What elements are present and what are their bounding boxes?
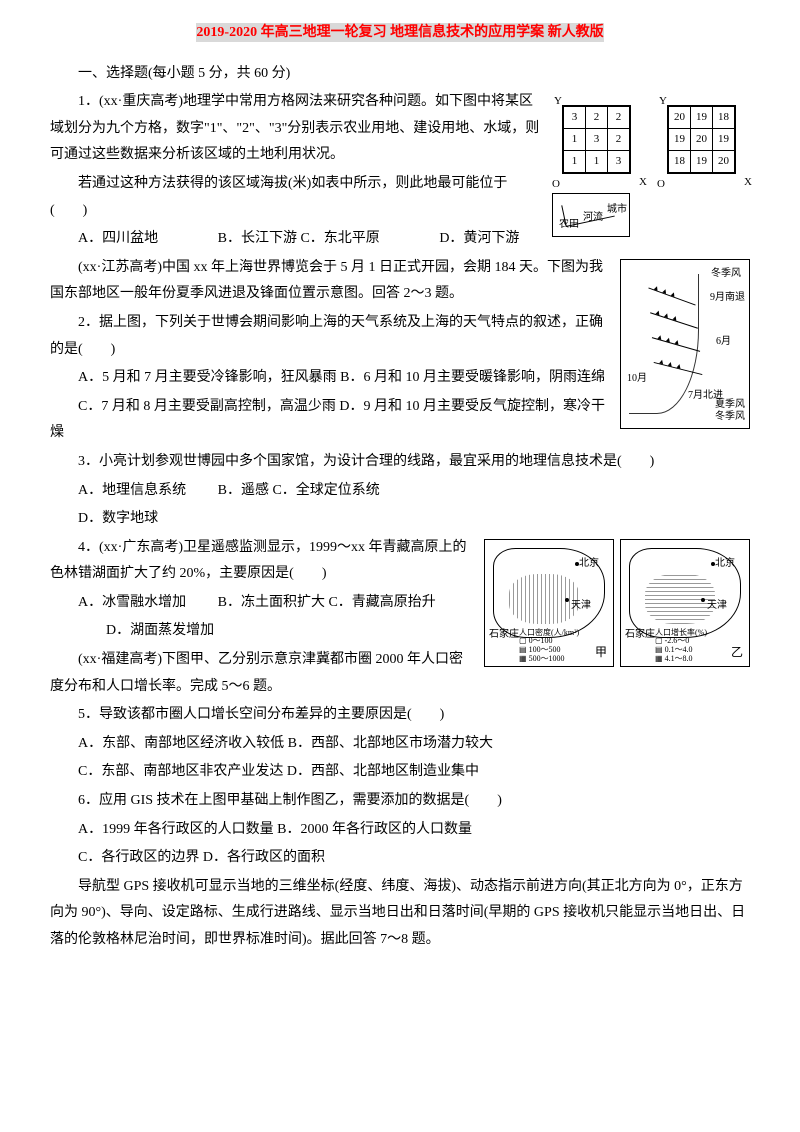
axis-x: X <box>639 172 647 193</box>
axis-o2: O <box>657 174 665 195</box>
axis-o: O <box>552 174 560 195</box>
q1-mini-map: 农田 城市 河流 <box>552 193 630 237</box>
q6-stem: 6．应用 GIS 技术在上图甲基础上制作图乙，需要添加的数据是( ) <box>50 788 750 815</box>
page-title: 2019-2020 年高三地理一轮复习 地理信息技术的应用学案 新人教版 <box>196 23 603 42</box>
q1-grid-left: 322 132 113 <box>562 105 631 174</box>
q6-opt-ab: A．1999 年各行政区的人口数量 B．2000 年各行政区的人口数量 <box>50 817 750 844</box>
section-heading: 一、选择题(每小题 5 分，共 60 分) <box>50 61 750 88</box>
q1-opt-a: A．四川盆地 <box>78 231 158 246</box>
q3-stem: 3．小亮计划参观世博园中多个国家馆，为设计合理的线路，最宜采用的地理信息技术是(… <box>50 449 750 476</box>
q6-opt-cd: C．各行政区的边界 D．各行政区的面积 <box>50 845 750 872</box>
q1-opt-d: D．黄河下游 <box>439 231 519 246</box>
axis-x2: X <box>744 172 752 193</box>
q1-figure: Y O X 322 132 113 农田 城市 河流 Y O <box>552 93 750 237</box>
q1-opt-b: B．长江下游 <box>218 231 297 246</box>
q56-maps: 北京 天津 石家庄 人口密度(人/km²) ▢ 0～100 ▤ 100～500 … <box>484 539 750 667</box>
q3-opt-d: D．数字地球 <box>50 506 750 533</box>
q3-opt-abc: A．地理信息系统 B．遥感 C．全球定位系统 <box>50 478 750 505</box>
q1-grid-right: 201918 192019 181920 <box>667 105 736 174</box>
q2-monsoon-map: 冬季风 9月南退 6月 7月北进 10月 夏季风 冬季风 <box>620 259 750 429</box>
q5-opt-cd: C．东部、南部地区非农产业发达 D．西部、北部地区制造业集中 <box>50 759 750 786</box>
q7-intro: 导航型 GPS 接收机可显示当地的三维坐标(经度、纬度、海拔)、动态指示前进方向… <box>50 874 750 954</box>
q5-opt-ab: A．东部、南部地区经济收入较低 B．西部、北部地区市场潜力较大 <box>50 731 750 758</box>
map-yi: 北京 天津 石家庄 人口增长率(%) ▢ -2.6～0 ▤ 0.1～4.0 ▦ … <box>620 539 750 667</box>
axis-y2: Y <box>659 91 667 112</box>
q5-stem: 5．导致该都市圈人口增长空间分布差异的主要原因是( ) <box>50 702 750 729</box>
axis-y: Y <box>554 91 562 112</box>
map-jia: 北京 天津 石家庄 人口密度(人/km²) ▢ 0～100 ▤ 100～500 … <box>484 539 614 667</box>
q1-opt-c: C．东北平原 <box>300 231 379 246</box>
